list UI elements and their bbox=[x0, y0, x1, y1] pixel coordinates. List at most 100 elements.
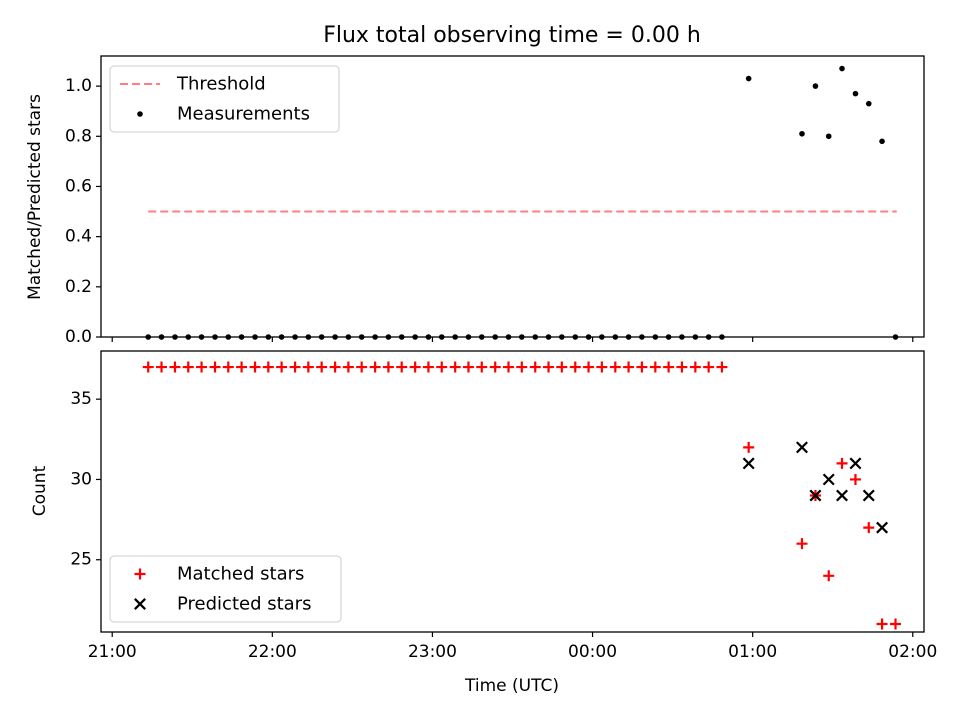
bottom-data-point bbox=[222, 361, 234, 373]
bottom-data-point bbox=[636, 361, 648, 373]
top-y-axis-label: Matched/Predicted stars bbox=[25, 94, 45, 300]
bottom-data-point bbox=[156, 361, 168, 373]
bottom-data-point bbox=[382, 361, 394, 373]
bottom-data-point bbox=[409, 361, 421, 373]
chart-title: Flux total observing time = 0.00 h bbox=[323, 23, 701, 48]
bottom-data-point bbox=[462, 361, 474, 373]
top-legend: Threshold Measurements bbox=[109, 65, 340, 133]
bottom-data-point bbox=[422, 361, 434, 373]
bottom-data-point bbox=[169, 361, 181, 373]
bottom-data-point bbox=[316, 361, 328, 373]
bottom-panel: 25 30 35 21:00 22:00 23:00 00:00 01:00 02:00 Matc… bbox=[70, 350, 937, 662]
bottom-data-point bbox=[516, 361, 528, 373]
bottom-data-point bbox=[569, 361, 581, 373]
top-legend-box bbox=[109, 65, 340, 133]
bottom-data-point bbox=[543, 361, 555, 373]
bottom-legend: Matched stars Predicted stars bbox=[109, 555, 342, 623]
top-data-point bbox=[852, 90, 859, 97]
bottom-data-point bbox=[876, 521, 889, 534]
bottom-x-tick-label: 02:00 bbox=[888, 642, 937, 662]
bottom-data-point bbox=[849, 473, 861, 485]
top-data-point bbox=[879, 138, 885, 145]
bottom-data-point bbox=[329, 361, 341, 373]
bottom-data-point bbox=[583, 361, 595, 373]
bottom-legend-label: Matched stars bbox=[177, 564, 304, 585]
bottom-data-point bbox=[502, 361, 514, 373]
bottom-series-predicted-stars bbox=[742, 441, 889, 534]
top-data-point bbox=[839, 65, 845, 72]
bottom-x-tick-label: 01:00 bbox=[728, 642, 777, 662]
bottom-data-point bbox=[649, 361, 661, 373]
bottom-data-point bbox=[822, 473, 835, 486]
top-data-point bbox=[825, 133, 832, 140]
bottom-x-tick-label: 00:00 bbox=[568, 642, 617, 662]
bottom-data-point bbox=[609, 361, 621, 373]
top-data-point bbox=[865, 100, 872, 107]
bottom-data-point bbox=[623, 361, 635, 373]
bottom-data-point bbox=[849, 457, 862, 470]
bottom-data-point bbox=[743, 441, 755, 453]
bottom-data-point bbox=[716, 361, 728, 373]
top-plot-frame bbox=[100, 55, 925, 338]
bottom-data-point bbox=[182, 361, 194, 373]
bottom-data-point bbox=[289, 361, 301, 373]
bottom-data-point bbox=[809, 489, 822, 502]
bottom-data-point bbox=[529, 361, 541, 373]
bottom-data-point bbox=[436, 361, 448, 373]
bottom-data-point bbox=[836, 489, 848, 502]
bottom-data-point bbox=[889, 618, 901, 630]
bottom-legend-box bbox=[109, 555, 342, 623]
bottom-data-point bbox=[209, 361, 221, 373]
bottom-plot-frame bbox=[100, 350, 925, 633]
bottom-data-point bbox=[863, 522, 875, 534]
bottom-data-point bbox=[356, 361, 368, 373]
bottom-series-matched-stars bbox=[142, 361, 901, 630]
bottom-data-point bbox=[663, 361, 675, 373]
top-data-point bbox=[745, 75, 752, 82]
bottom-data-point bbox=[449, 361, 461, 373]
bottom-data-point bbox=[489, 361, 501, 373]
top-y-tick-label: 0.8 bbox=[65, 126, 92, 146]
top-y-tick-label: 1.0 bbox=[65, 76, 92, 96]
legend-marker-swatch bbox=[134, 568, 146, 580]
top-legend-label: Threshold bbox=[176, 74, 266, 95]
legend-marker-swatch bbox=[134, 598, 146, 610]
bottom-data-point bbox=[276, 361, 288, 373]
bottom-x-tick-label: 23:00 bbox=[408, 642, 457, 662]
bottom-x-tick-label: 22:00 bbox=[248, 642, 297, 662]
top-data-point bbox=[799, 130, 805, 137]
bottom-data-point bbox=[556, 361, 568, 373]
bottom-data-point bbox=[742, 457, 755, 470]
top-panel: 0.0 0.2 0.4 0.6 0.8 1.0 Threshold Measurements bbox=[65, 55, 925, 347]
bottom-data-point bbox=[796, 441, 808, 454]
bottom-data-point bbox=[236, 361, 248, 373]
legend-marker-swatch bbox=[137, 111, 143, 117]
bottom-y-tick-label: 35 bbox=[70, 389, 92, 409]
bottom-data-point bbox=[703, 361, 715, 373]
top-data-point bbox=[812, 83, 819, 89]
x-axis-label: Time (UTC) bbox=[464, 676, 559, 696]
bottom-data-point bbox=[396, 361, 408, 373]
bottom-data-point bbox=[596, 361, 608, 373]
bottom-data-point bbox=[249, 361, 261, 373]
bottom-data-point bbox=[302, 361, 314, 373]
bottom-data-point bbox=[142, 361, 154, 373]
bottom-data-point bbox=[689, 361, 701, 373]
bottom-data-point bbox=[862, 489, 875, 502]
bottom-data-point bbox=[369, 361, 381, 373]
bottom-data-point bbox=[836, 457, 848, 469]
bottom-data-point bbox=[876, 618, 888, 630]
top-y-tick-label: 0.2 bbox=[65, 277, 92, 297]
bottom-data-point bbox=[823, 570, 835, 582]
top-y-tick-label: 0.0 bbox=[65, 327, 92, 347]
bottom-data-point bbox=[262, 361, 274, 373]
bottom-x-tick-label: 21:00 bbox=[88, 642, 137, 662]
top-y-tick-label: 0.6 bbox=[65, 176, 92, 196]
bottom-data-point bbox=[676, 361, 688, 373]
bottom-y-axis-label: Count bbox=[30, 465, 50, 516]
bottom-data-point bbox=[796, 538, 808, 550]
bottom-data-point bbox=[196, 361, 208, 373]
bottom-legend-label: Predicted stars bbox=[177, 594, 311, 615]
bottom-data-point bbox=[342, 361, 354, 373]
